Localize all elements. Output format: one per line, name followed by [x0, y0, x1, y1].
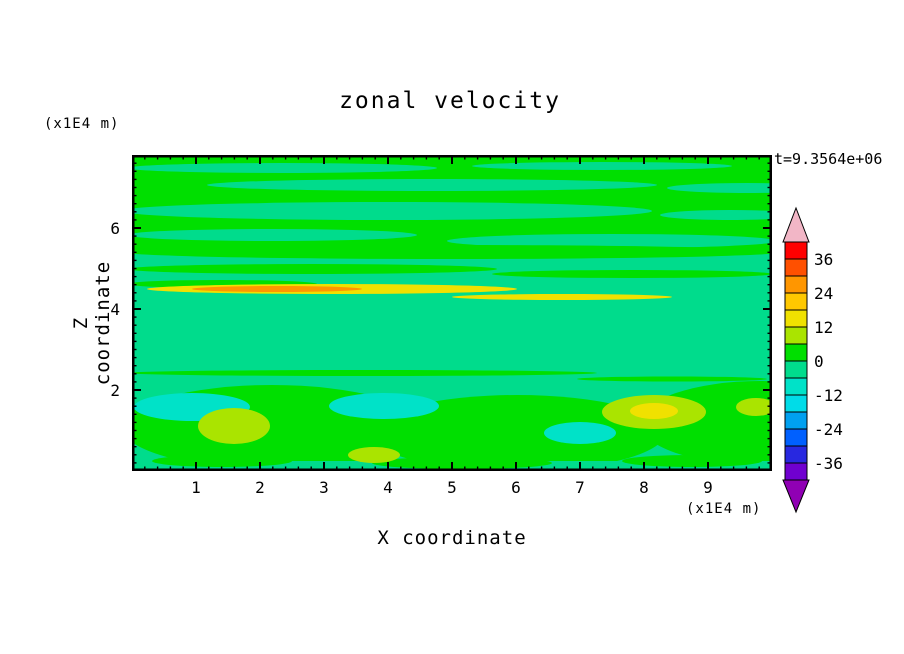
contour-field — [132, 155, 772, 471]
colorbar — [782, 206, 810, 514]
x-tick-label-8: 8 — [639, 478, 649, 497]
x-tick-label-5: 5 — [447, 478, 457, 497]
x-axis-units-label: (x1E4 m) — [686, 501, 762, 517]
colorbar-arrow-bottom — [782, 479, 810, 514]
x-tick-label-9: 9 — [703, 478, 713, 497]
x-tick-label-1: 1 — [191, 478, 201, 497]
x-tick-label-6: 6 — [511, 478, 521, 497]
colorbar-segments — [784, 241, 808, 481]
y-axis-title: Z coordinate — [70, 260, 114, 386]
x-tick-label-2: 2 — [255, 478, 265, 497]
plot-area — [132, 155, 772, 471]
plot-frame-border — [132, 155, 772, 471]
plot-title: zonal velocity — [339, 88, 561, 114]
y-tick-label-4: 4 — [110, 300, 120, 319]
colorbar-label-24: 24 — [814, 284, 834, 303]
colorbar-label-12: 12 — [814, 318, 834, 337]
colorbar-arrow-top — [782, 206, 810, 243]
colorbar-label-m24: -24 — [814, 420, 843, 439]
colorbar-label-0: 0 — [814, 352, 824, 371]
colorbar-label-m12: -12 — [814, 386, 843, 405]
y-tick-label-6: 6 — [110, 219, 120, 238]
yellow-streak — [147, 284, 672, 300]
colorbar-label-m36: -36 — [814, 454, 843, 473]
x-tick-label-4: 4 — [383, 478, 393, 497]
yellow-green-blobs — [198, 395, 772, 463]
x-tick-label-3: 3 — [319, 478, 329, 497]
y-tick-label-2: 2 — [110, 381, 120, 400]
time-label: t=9.3564e+06 — [774, 150, 883, 168]
x-tick-label-7: 7 — [575, 478, 585, 497]
colorbar-label-36: 36 — [814, 250, 834, 269]
lower-green-streaks — [132, 370, 767, 382]
x-axis-title: X coordinate — [377, 527, 527, 549]
upper-green-band — [132, 155, 772, 251]
y-axis-units-label: (x1E4 m) — [44, 116, 120, 132]
